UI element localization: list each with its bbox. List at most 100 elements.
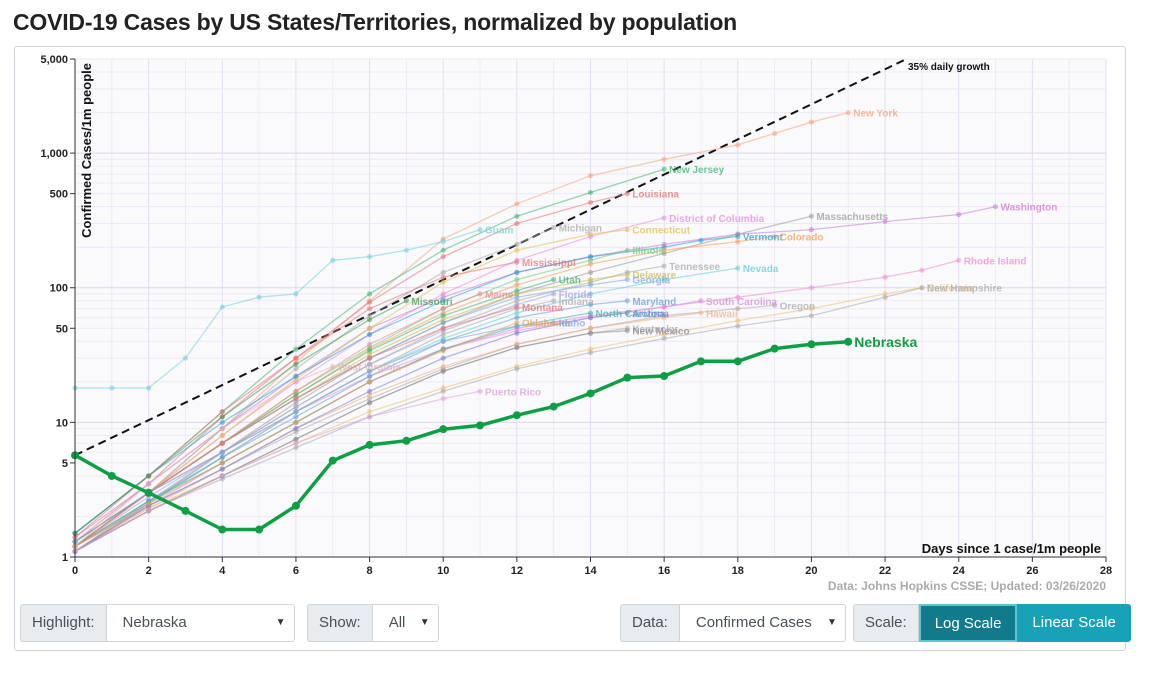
chart: New York New Jersey Louisiana Washington Dis… xyxy=(40,54,1112,593)
series-label: Colorado xyxy=(780,233,824,244)
highlight-point xyxy=(107,471,116,480)
series-line xyxy=(74,293,554,547)
series-label: Mississippi xyxy=(522,258,576,269)
data-point xyxy=(735,305,741,312)
series-label: Illinois xyxy=(632,246,664,257)
data-point xyxy=(366,400,373,406)
data-point xyxy=(366,379,373,385)
data-label: Data: xyxy=(620,604,680,642)
data-point xyxy=(661,215,667,221)
highlight-point xyxy=(218,525,227,534)
highlight-point xyxy=(623,373,632,382)
highlight-line xyxy=(74,340,849,532)
series-label: Maine xyxy=(485,290,514,301)
data-point xyxy=(514,282,520,288)
data-point xyxy=(146,385,152,391)
series-line xyxy=(74,312,702,552)
series-guam xyxy=(72,227,483,391)
data-point xyxy=(808,285,815,291)
data-point xyxy=(514,247,520,253)
log-scale-button[interactable]: Log Scale xyxy=(918,604,1018,642)
highlight-point xyxy=(439,425,448,434)
series-label: Tennessee xyxy=(669,262,720,273)
series-label: Kentucky xyxy=(632,324,677,335)
data-point xyxy=(366,396,373,402)
y-tick-label: 5,000 xyxy=(40,54,68,66)
data-point xyxy=(587,231,594,237)
data-point xyxy=(366,409,373,415)
series-label: District of Columbia xyxy=(669,214,764,225)
series-label: California xyxy=(927,284,974,295)
data-point xyxy=(219,419,225,425)
data-point xyxy=(219,454,225,460)
series-label: New York xyxy=(853,109,898,120)
data-point xyxy=(661,263,667,269)
data-point xyxy=(919,285,925,291)
y-tick-label: 10 xyxy=(56,417,68,429)
data-point xyxy=(293,425,299,432)
data-point xyxy=(366,305,373,312)
data-point xyxy=(440,396,446,402)
show-select[interactable]: All ▼ xyxy=(372,604,439,642)
linear-scale-button[interactable]: Linear Scale xyxy=(1017,604,1131,642)
x-tick-label: 18 xyxy=(732,565,744,577)
data-point xyxy=(440,254,446,260)
data-point xyxy=(661,166,667,172)
x-tick-label: 10 xyxy=(437,565,449,577)
data-point xyxy=(366,351,373,357)
data-point xyxy=(366,388,373,394)
highlight-label: Highlight: xyxy=(20,604,107,642)
highlight-point xyxy=(696,357,705,366)
series-label: Oregon xyxy=(780,301,816,312)
data-point xyxy=(661,247,667,253)
data-point xyxy=(366,373,373,379)
data-point xyxy=(808,305,815,312)
x-tick-label: 8 xyxy=(367,565,373,577)
data-point xyxy=(477,227,483,233)
data-point xyxy=(440,331,446,338)
data-point xyxy=(293,373,299,379)
highlight-point xyxy=(733,357,742,366)
data-value: Confirmed Cases xyxy=(695,614,812,631)
data-point xyxy=(735,294,741,300)
scale-control: Scale: Log Scale Linear Scale xyxy=(853,604,1131,642)
data-point xyxy=(698,298,704,304)
data-point xyxy=(440,355,446,361)
data-point xyxy=(808,227,815,233)
data-point xyxy=(587,330,594,336)
data-select[interactable]: Confirmed Cases ▼ xyxy=(679,604,846,642)
y-tick-label: 5 xyxy=(62,458,68,470)
data-point xyxy=(587,257,594,263)
data-point xyxy=(735,318,741,324)
data-point xyxy=(514,323,520,329)
series-label: Maryland xyxy=(632,297,676,308)
series-label: Delaware xyxy=(632,271,676,282)
highlight-point xyxy=(770,344,779,353)
series-label: Louisiana xyxy=(632,190,679,201)
data-point xyxy=(624,328,630,334)
data-point xyxy=(293,436,299,442)
data-point xyxy=(956,211,962,218)
data-point xyxy=(551,291,557,297)
data-point xyxy=(219,409,225,415)
data-point xyxy=(293,404,299,410)
data-point xyxy=(587,291,594,297)
data-point xyxy=(293,400,299,406)
data-point xyxy=(735,239,741,245)
data-point xyxy=(440,313,446,319)
data-point xyxy=(366,355,373,361)
data-point xyxy=(587,349,594,356)
show-value: All xyxy=(388,614,406,631)
data-point xyxy=(514,259,520,265)
chart-panel: New York New Jersey Louisiana Washington Dis… xyxy=(14,46,1126,651)
series-label: Idaho xyxy=(559,319,586,330)
highlight-series: Nebraska xyxy=(71,334,918,534)
data-point xyxy=(514,201,520,207)
highlight-control: Highlight: Nebraska ▼ xyxy=(20,604,295,642)
data-point xyxy=(146,473,152,479)
highlight-point xyxy=(512,411,521,420)
data-point xyxy=(366,254,373,260)
highlight-select[interactable]: Nebraska ▼ xyxy=(106,604,295,642)
series-label: Rhode Island xyxy=(964,256,1027,267)
x-tick-label: 22 xyxy=(879,565,891,577)
